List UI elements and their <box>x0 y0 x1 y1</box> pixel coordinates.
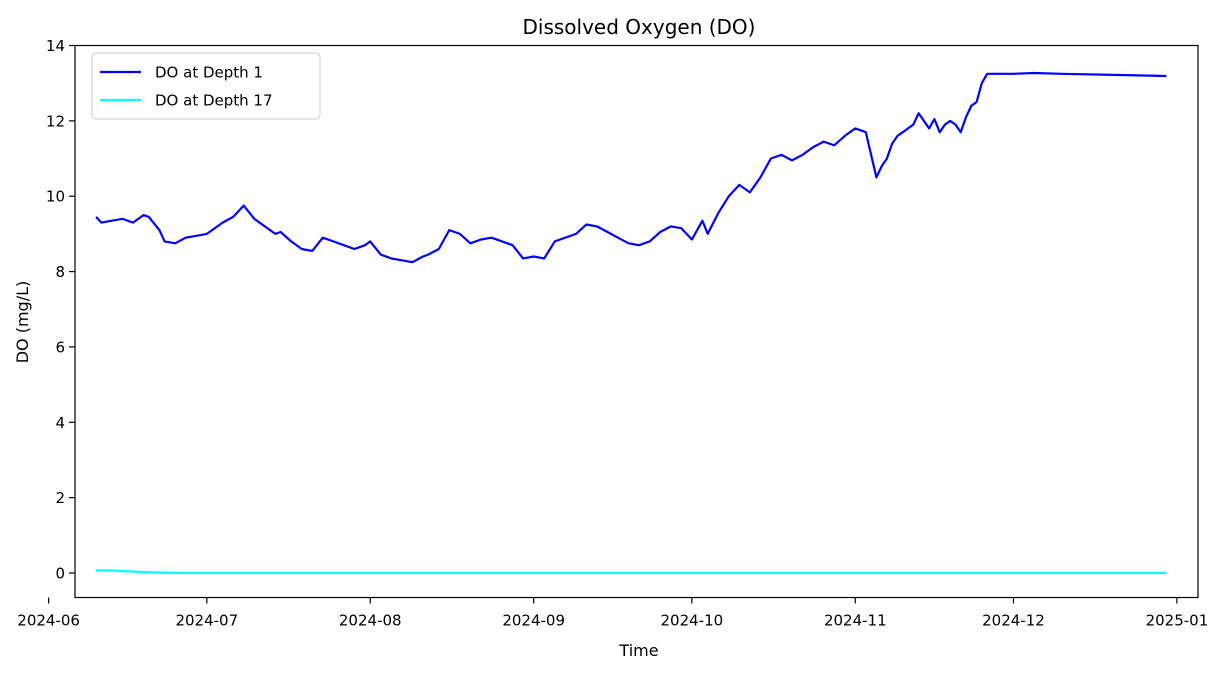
series-line-2 <box>96 569 1167 575</box>
y-tick-label: 0 <box>55 565 65 583</box>
legend-box <box>91 52 321 120</box>
x-tick-label: 2024-11 <box>824 612 887 630</box>
y-tick-label: 6 <box>55 338 65 356</box>
chart-title: Dissolved Oxygen (DO) <box>523 15 756 39</box>
x-tick-label: 2024-07 <box>175 612 238 630</box>
legend-label-1: DO at Depth 1 <box>155 64 263 82</box>
series-layer <box>95 71 1167 575</box>
x-tick-label: 2024-08 <box>339 612 402 630</box>
x-tick-label: 2024-09 <box>502 612 565 630</box>
legend: DO at Depth 1 DO at Depth 17 <box>91 52 321 120</box>
y-tick-label: 10 <box>46 188 65 206</box>
y-axis-label: DO (mg/L) <box>13 281 32 364</box>
y-tick-label: 2 <box>55 489 65 507</box>
x-axis-label: Time <box>618 641 658 660</box>
y-tick-label: 14 <box>46 37 65 55</box>
x-tick-label: 2025-01 <box>1146 612 1209 630</box>
x-tick-label: 2024-12 <box>982 612 1045 630</box>
y-tick-label: 12 <box>46 112 65 130</box>
y-tick-label: 4 <box>55 414 65 432</box>
y-axis: 0 2 4 6 8 10 12 14 <box>46 37 75 583</box>
plot-frame <box>74 44 1199 599</box>
x-tick-label: 2024-06 <box>17 612 80 630</box>
legend-label-2: DO at Depth 17 <box>155 92 273 110</box>
y-tick-label: 8 <box>55 263 65 281</box>
series-line-1 <box>95 71 1167 264</box>
x-axis: 2024-06 2024-07 2024-08 2024-09 2024-10 2024-… <box>17 597 1209 630</box>
x-tick-label: 2024-10 <box>661 612 724 630</box>
